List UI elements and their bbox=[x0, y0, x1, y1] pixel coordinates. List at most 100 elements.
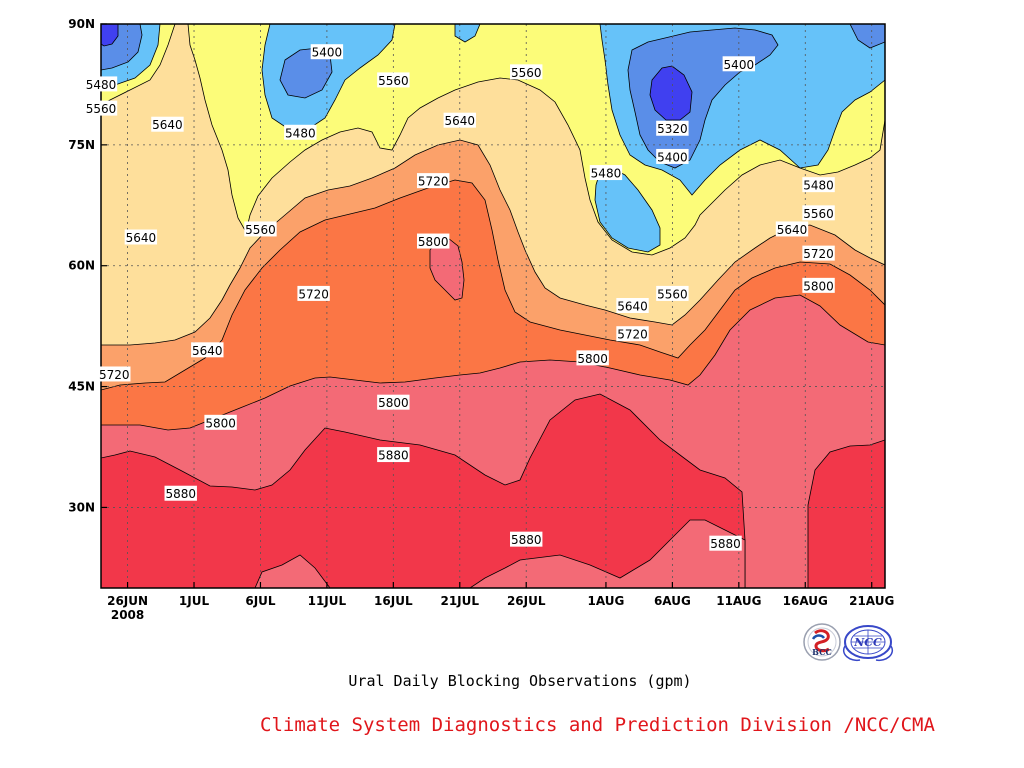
contour-label-box bbox=[204, 414, 237, 430]
contour-label-box bbox=[802, 245, 835, 261]
x-tick-label: 21JUL bbox=[440, 594, 479, 608]
contour-label-box bbox=[297, 285, 330, 301]
contour-label: 5720 bbox=[617, 328, 648, 342]
contour-label: 5320 bbox=[657, 122, 688, 136]
contour-label-box bbox=[377, 447, 410, 463]
contour-label: 5800 bbox=[577, 352, 608, 366]
contour-label: 5640 bbox=[777, 223, 808, 237]
contour-label: 5560 bbox=[245, 223, 276, 237]
contour-fills bbox=[101, 24, 885, 588]
x-tick-label: 11JUL bbox=[308, 594, 347, 608]
contour-label: 5400 bbox=[657, 150, 688, 164]
fill-below-5320-nw bbox=[101, 24, 119, 47]
contour-label-box bbox=[802, 205, 835, 221]
contour-label-box bbox=[616, 298, 649, 313]
contour-label-box bbox=[443, 112, 476, 128]
contour-label: 5400 bbox=[312, 46, 343, 60]
contour-label: 5880 bbox=[378, 449, 409, 463]
contour-label-box bbox=[377, 72, 410, 88]
contour-label-box bbox=[722, 56, 756, 72]
contour-label: 5640 bbox=[445, 114, 476, 128]
contour-label: 5560 bbox=[657, 287, 688, 301]
fill-below-5320-ne bbox=[649, 65, 693, 121]
contour-label: 5560 bbox=[378, 74, 409, 88]
contour-label-box bbox=[98, 366, 131, 382]
contour-label-box bbox=[191, 342, 224, 358]
x-tick-label: 26JUL bbox=[507, 594, 546, 608]
contour-label-box bbox=[656, 148, 689, 164]
y-axis: 30N 45N 60N 75N 90N bbox=[68, 17, 107, 514]
x-tick-label: 26JUN bbox=[107, 594, 148, 608]
contour-label: 5560 bbox=[511, 66, 542, 80]
contour-label: 5560 bbox=[803, 207, 834, 221]
contour-label-box bbox=[84, 100, 118, 116]
x-tick-label: 11AUG bbox=[716, 594, 761, 608]
contour-label: 5880 bbox=[165, 487, 196, 501]
contour-label: 5720 bbox=[298, 287, 329, 301]
contour-label-box bbox=[656, 285, 689, 301]
contour-label: 5400 bbox=[724, 58, 755, 72]
x-tick-label: 1JUL bbox=[179, 594, 210, 608]
contour-label-box bbox=[510, 64, 543, 80]
credit-line: Climate System Diagnostics and Predictio… bbox=[260, 714, 935, 736]
y-tick-label: 90N bbox=[68, 17, 95, 31]
fill-5320-5400-ne-corner bbox=[849, 24, 885, 49]
plot-frame bbox=[100, 23, 886, 589]
contour-label: 5480 bbox=[86, 78, 117, 92]
contour-label: 5880 bbox=[710, 537, 741, 551]
fill-5800-5880-south bbox=[254, 554, 331, 588]
contour-label-box bbox=[244, 221, 277, 237]
contour-label: 5640 bbox=[126, 231, 157, 245]
contour-label-box bbox=[802, 177, 835, 193]
contour-label: 5720 bbox=[418, 175, 449, 189]
contour-label: 5480 bbox=[285, 126, 316, 140]
bcc-logo: BCC bbox=[803, 623, 841, 661]
x-tick-label: 16AUG bbox=[783, 594, 828, 608]
x-tick-label: 16JUL bbox=[374, 594, 413, 608]
contour-label-box bbox=[377, 394, 410, 410]
contour-label: 5800 bbox=[803, 279, 834, 293]
contour-label-box bbox=[151, 116, 184, 132]
contour-label: 5640 bbox=[617, 300, 648, 314]
fill-5400-5480-east-blob bbox=[594, 167, 661, 253]
contour-label-box bbox=[510, 531, 543, 547]
contour-label: 5720 bbox=[803, 247, 834, 261]
x-tick-label: 21AUG bbox=[849, 594, 894, 608]
contour-label-box bbox=[709, 535, 742, 551]
contour-labels: 5400 5480 5560 5640 5480 5560 5560 5640 5640 5560… bbox=[84, 44, 835, 551]
contour-label-box bbox=[802, 277, 835, 293]
contour-label: 5800 bbox=[205, 416, 236, 430]
contour-label-box bbox=[84, 76, 118, 92]
ncc-logo-text: NCC bbox=[853, 636, 882, 649]
contour-label-box bbox=[284, 124, 317, 140]
bcc-logo-text: BCC bbox=[812, 647, 832, 657]
contour-label: 5640 bbox=[192, 344, 223, 358]
x-tick-label: 6JUL bbox=[245, 594, 276, 608]
contour-label-box bbox=[124, 229, 158, 245]
contour-label-box bbox=[164, 485, 197, 501]
ncc-logo: NCC bbox=[843, 625, 893, 662]
contour-label: 5800 bbox=[418, 235, 449, 249]
contour-label: 5800 bbox=[378, 396, 409, 410]
fill-5320-5400-north bbox=[279, 47, 333, 99]
contour-label-box bbox=[656, 120, 689, 136]
contour-label: 5720 bbox=[99, 368, 130, 382]
y-tick-label: 75N bbox=[68, 138, 95, 152]
contour-label-box bbox=[417, 173, 450, 189]
fill-5400-5480-north-2 bbox=[454, 24, 481, 43]
y-tick-label: 30N bbox=[68, 500, 95, 514]
x-tick-label: 6AUG bbox=[654, 594, 691, 608]
gridlines bbox=[101, 24, 885, 588]
contour-label: 5880 bbox=[511, 533, 542, 547]
contour-label-box bbox=[589, 165, 623, 181]
contour-label: 5480 bbox=[803, 179, 834, 193]
y-tick-label: 60N bbox=[68, 259, 95, 273]
contour-label: 5480 bbox=[591, 167, 622, 181]
x-tick-year-label: 2008 bbox=[111, 608, 144, 622]
contour-label: 5640 bbox=[152, 118, 183, 132]
contour-label-box bbox=[576, 350, 609, 366]
contour-label-box bbox=[775, 221, 809, 237]
contour-label-box bbox=[310, 44, 344, 60]
